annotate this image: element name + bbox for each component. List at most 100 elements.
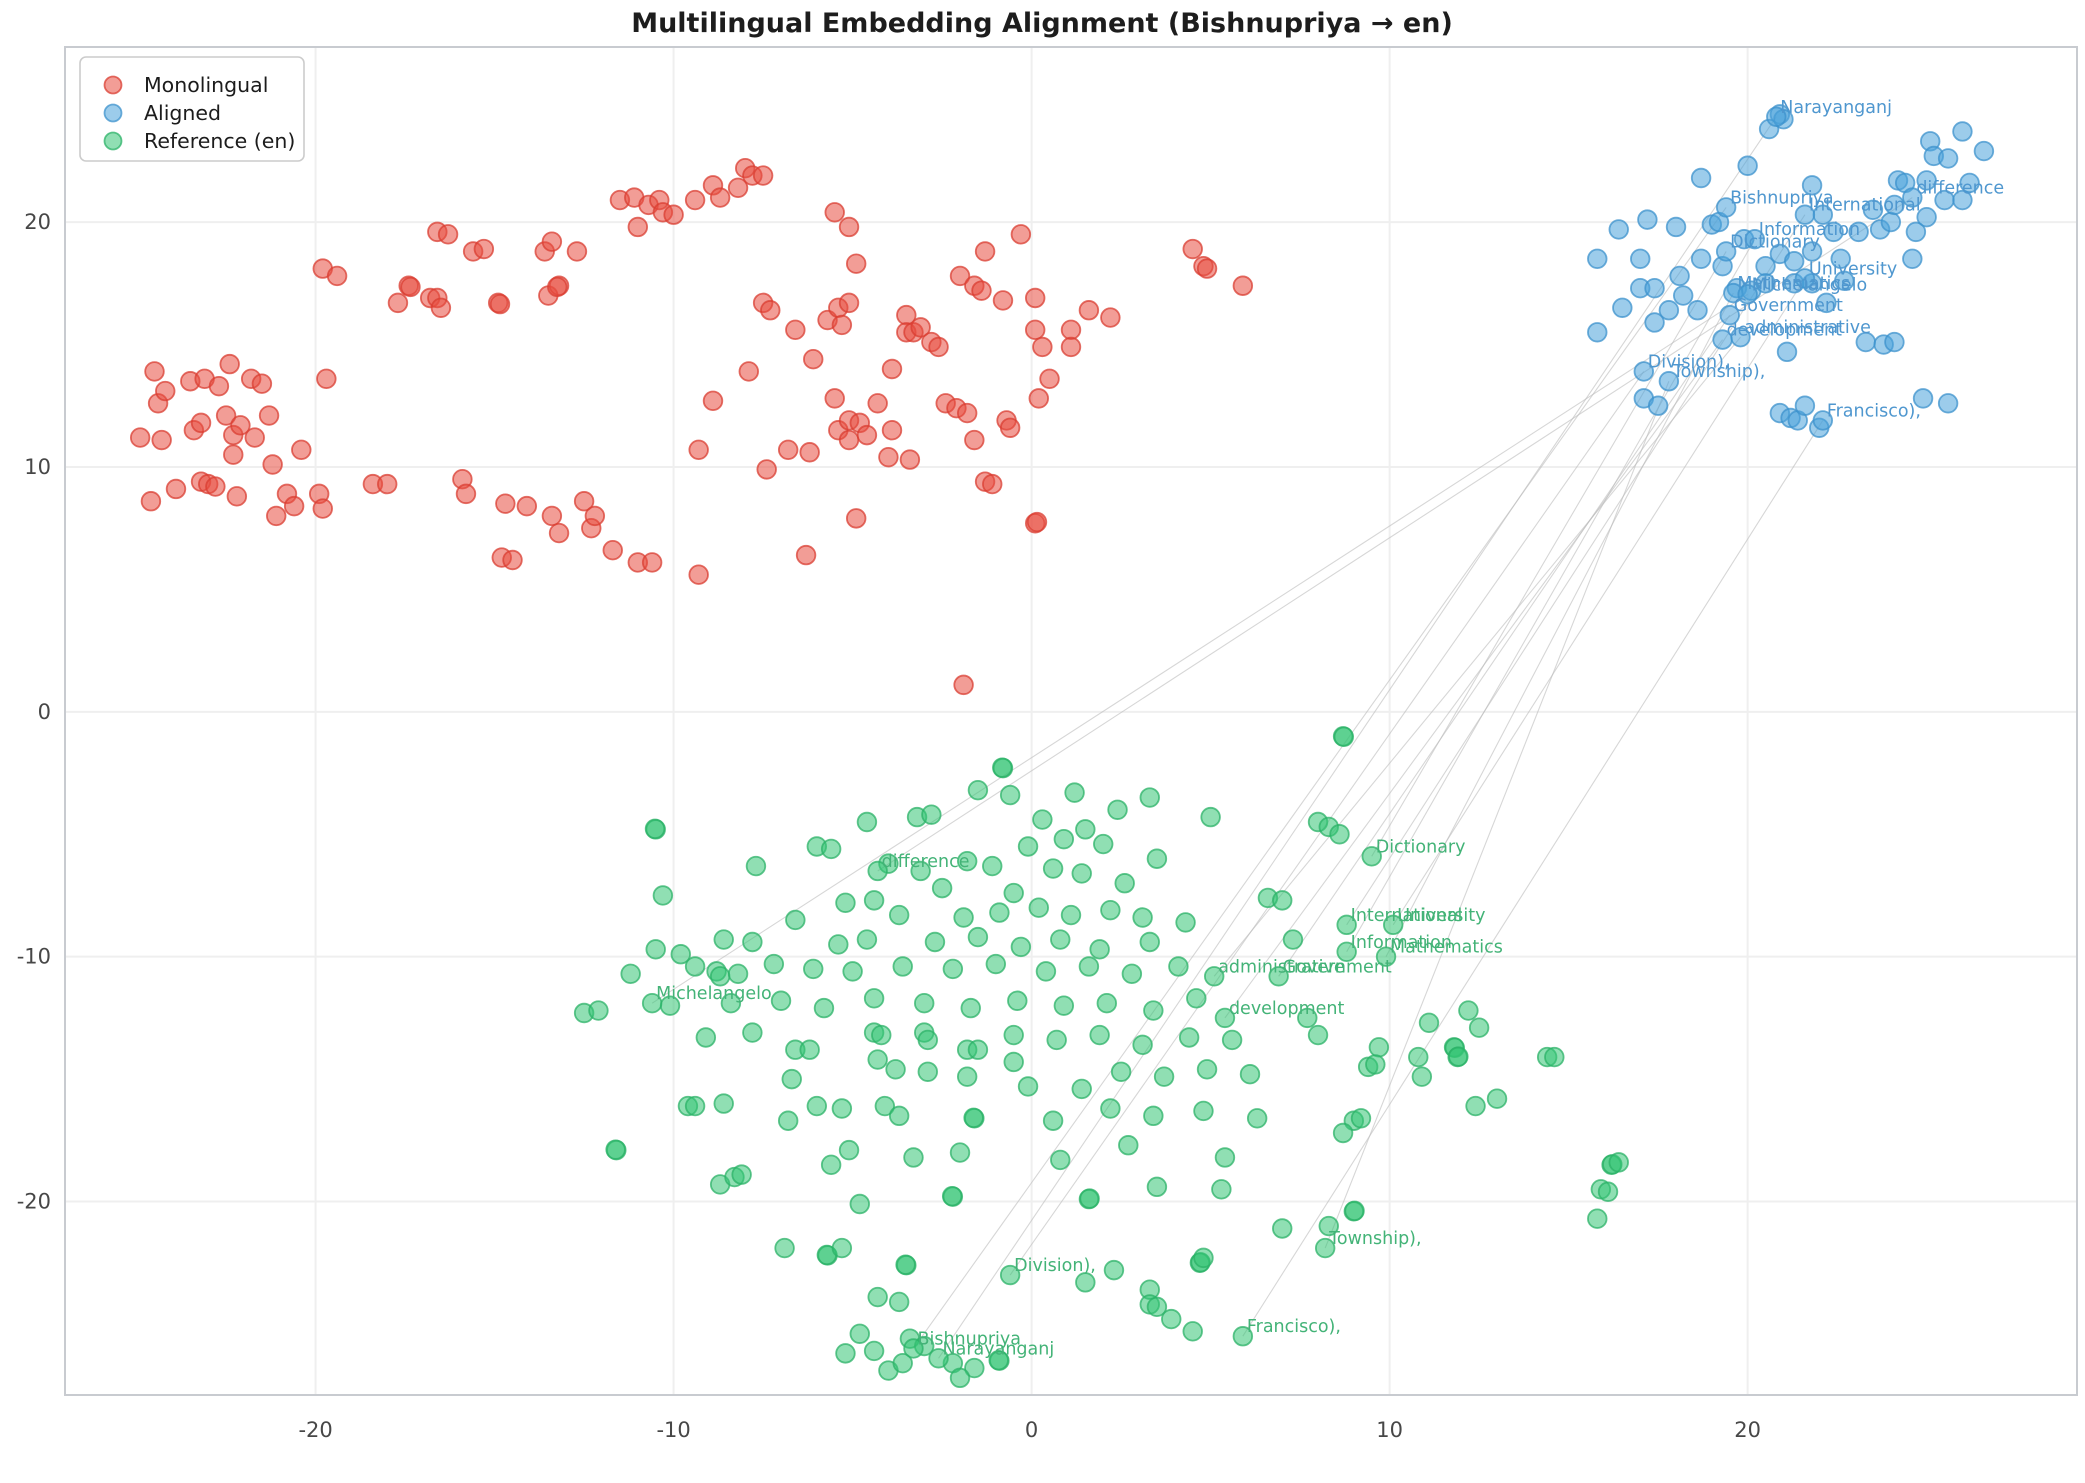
point-monolingual bbox=[845, 508, 867, 529]
point-reference-en bbox=[831, 1237, 853, 1259]
point-monolingual bbox=[316, 368, 337, 389]
word-label-reference: Francisco), bbox=[1247, 1317, 1341, 1337]
point-reference-labeled bbox=[1336, 941, 1357, 962]
point-monolingual bbox=[489, 293, 511, 315]
point-monolingual bbox=[502, 549, 523, 571]
point-reference-en bbox=[1465, 1095, 1486, 1117]
point-monolingual bbox=[262, 454, 283, 475]
point-reference-en bbox=[1114, 873, 1135, 894]
word-label-aligned: Information bbox=[1759, 220, 1860, 240]
point-monolingual bbox=[752, 165, 774, 186]
word-label-aligned: Francisco), bbox=[1827, 401, 1921, 421]
point-reference-labeled bbox=[1214, 1007, 1236, 1029]
point-reference-labeled bbox=[1361, 846, 1382, 867]
point-monolingual bbox=[856, 424, 878, 446]
point-reference-en bbox=[1100, 1098, 1121, 1119]
point-reference-en bbox=[1597, 1181, 1619, 1202]
point-reference-en bbox=[1071, 863, 1092, 884]
point-monolingual bbox=[547, 276, 568, 298]
word-label-aligned: difference bbox=[1916, 179, 2004, 199]
point-reference-en bbox=[785, 909, 806, 931]
point-aligned bbox=[1884, 331, 1905, 353]
point-monolingual bbox=[999, 417, 1021, 438]
point-reference-en bbox=[967, 779, 989, 801]
point-reference-en bbox=[988, 1350, 1009, 1371]
legend-swatch-monolingual bbox=[103, 75, 123, 95]
point-aligned bbox=[1916, 170, 1937, 191]
point-monolingual bbox=[387, 292, 409, 314]
point-reference-en bbox=[1003, 882, 1024, 904]
point-reference-en bbox=[727, 963, 749, 985]
point-aligned-labeled bbox=[1902, 187, 1923, 208]
point-reference-en bbox=[1468, 1017, 1490, 1038]
point-monolingual bbox=[244, 427, 265, 448]
point-reference-en bbox=[914, 993, 935, 1014]
point-aligned bbox=[1612, 297, 1633, 318]
plot-border bbox=[64, 46, 2078, 1396]
point-reference-en bbox=[695, 1027, 717, 1048]
point-monolingual bbox=[928, 336, 949, 358]
point-reference-en bbox=[1075, 819, 1096, 840]
legend-swatch-aligned bbox=[103, 103, 123, 123]
point-monolingual bbox=[566, 241, 588, 262]
point-reference-en bbox=[1587, 1208, 1608, 1229]
alignment-line bbox=[1392, 278, 1806, 926]
point-monolingual bbox=[151, 429, 172, 451]
point-reference-en bbox=[720, 993, 742, 1014]
point-monolingual bbox=[953, 674, 974, 696]
point-reference-en bbox=[1365, 1054, 1386, 1075]
point-reference-en bbox=[1089, 939, 1110, 960]
point-reference-en bbox=[895, 1254, 916, 1275]
word-label-reference: administrative bbox=[1218, 957, 1344, 977]
point-aligned bbox=[1937, 393, 1959, 414]
point-reference-en bbox=[1046, 1029, 1067, 1051]
point-reference-en bbox=[1079, 1188, 1100, 1209]
point-reference-en bbox=[1318, 1215, 1339, 1237]
point-reference-en bbox=[713, 929, 734, 950]
point-aligned bbox=[1687, 300, 1708, 321]
point-reference-labeled bbox=[867, 860, 888, 882]
point-reference-en bbox=[910, 860, 931, 882]
point-aligned-labeled bbox=[1744, 229, 1765, 250]
point-reference-en bbox=[956, 1066, 978, 1087]
word-label-reference: Information bbox=[1351, 933, 1452, 953]
point-aligned-labeled bbox=[1712, 329, 1733, 350]
point-aligned bbox=[1669, 265, 1690, 287]
point-aligned bbox=[1637, 209, 1658, 230]
point-reference-en bbox=[1064, 782, 1085, 803]
point-aligned bbox=[1816, 292, 1837, 314]
point-reference-en bbox=[644, 818, 666, 840]
point-reference-en bbox=[1028, 897, 1049, 918]
point-aligned-labeled bbox=[1715, 241, 1737, 262]
point-reference-labeled bbox=[1268, 966, 1289, 987]
legend-swatch-reference bbox=[103, 131, 123, 151]
point-reference-en bbox=[1042, 1110, 1064, 1131]
point-monolingual bbox=[516, 495, 538, 517]
point-reference-en bbox=[835, 1343, 856, 1364]
point-monolingual bbox=[785, 319, 806, 341]
point-reference-en bbox=[1132, 907, 1153, 928]
point-reference-en bbox=[849, 1193, 870, 1215]
point-monolingual bbox=[223, 444, 244, 465]
word-label-aligned: development bbox=[1727, 321, 1843, 341]
point-monolingual bbox=[430, 297, 452, 318]
point-monolingual bbox=[455, 483, 477, 505]
point-reference-en bbox=[892, 1352, 913, 1374]
point-reference-en bbox=[1139, 931, 1160, 953]
point-reference-en bbox=[967, 1039, 989, 1060]
point-reference-en bbox=[863, 1340, 885, 1362]
point-reference-labeled bbox=[1336, 914, 1357, 936]
point-reference-en bbox=[1178, 1027, 1200, 1048]
point-reference-en bbox=[1078, 956, 1100, 977]
point-aligned bbox=[1644, 277, 1665, 299]
point-aligned-labeled bbox=[1658, 371, 1680, 392]
point-aligned bbox=[1848, 221, 1869, 243]
point-aligned bbox=[1902, 248, 1923, 270]
point-monolingual bbox=[899, 449, 921, 470]
point-aligned-labeled bbox=[1766, 106, 1787, 127]
point-aligned bbox=[1830, 248, 1851, 270]
point-reference-en bbox=[1175, 912, 1196, 933]
point-monolingual bbox=[541, 231, 563, 252]
point-monolingual bbox=[266, 505, 287, 527]
